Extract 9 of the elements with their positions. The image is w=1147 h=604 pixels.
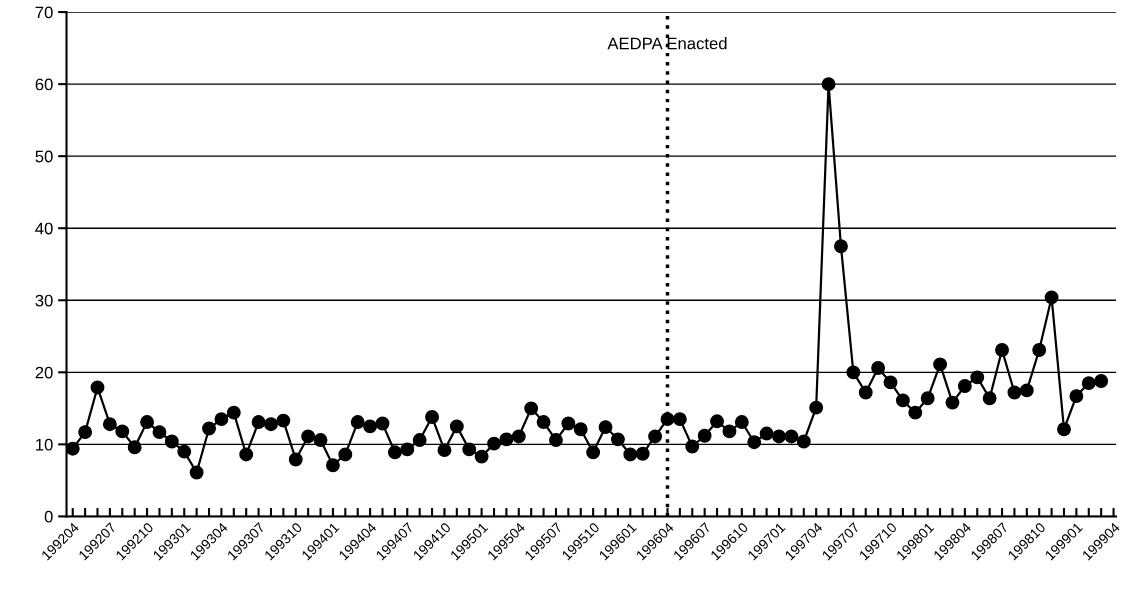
ref-line-label: AEDPA Enacted bbox=[607, 37, 727, 50]
y-tick-label: 70 bbox=[35, 6, 53, 19]
y-tick-label: 40 bbox=[35, 222, 53, 235]
y-tick-label: 30 bbox=[35, 294, 53, 307]
y-tick-label: 20 bbox=[35, 366, 53, 379]
y-tick-label: 0 bbox=[44, 510, 53, 523]
y-tick-label: 50 bbox=[35, 150, 53, 163]
y-tick-label: 10 bbox=[36, 438, 53, 451]
y-tick-label: 60 bbox=[35, 78, 53, 91]
